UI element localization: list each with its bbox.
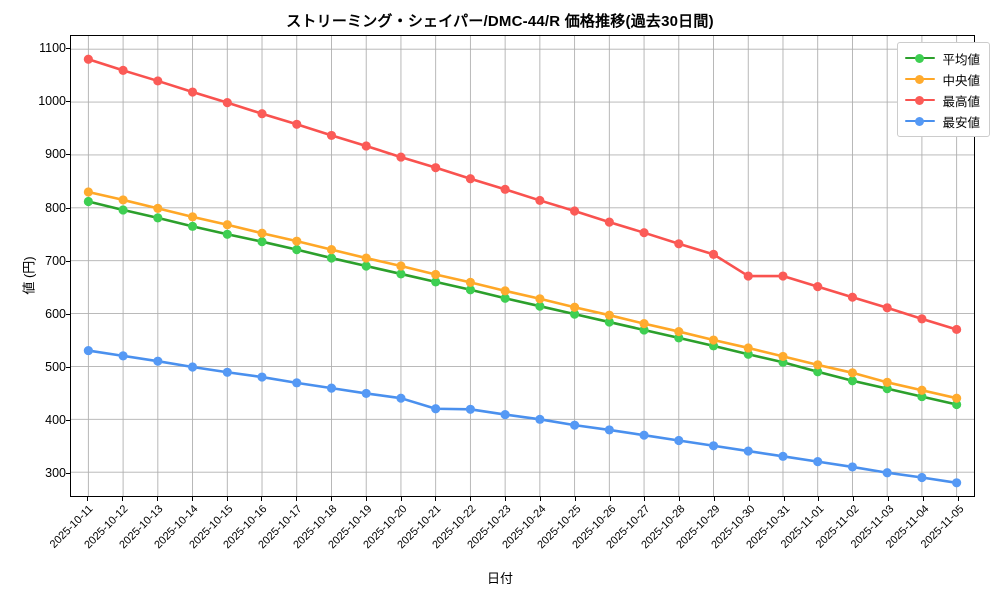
y-tick-mark [66, 473, 70, 475]
x-tick-mark [748, 497, 750, 501]
legend-label: 最安値 [942, 115, 980, 130]
x-tick-mark [505, 497, 507, 501]
legend-item[interactable]: 中央値 [905, 70, 980, 88]
y-tick-mark [66, 366, 70, 368]
y-tick-mark [66, 207, 70, 209]
y-tick-mark [66, 420, 70, 421]
x-tick-mark [818, 497, 820, 501]
legend-swatch-icon [905, 94, 936, 106]
plot-area [70, 35, 975, 497]
x-tick-mark [574, 497, 576, 501]
y-tick-mark [66, 101, 70, 103]
x-tick-mark [365, 497, 367, 501]
x-tick-mark [435, 497, 437, 501]
x-tick-mark [957, 497, 959, 501]
x-tick-mark [783, 497, 785, 501]
y-tick-label: 1000 [38, 94, 66, 109]
grid-lines [71, 36, 974, 496]
legend-item[interactable]: 最安値 [905, 112, 980, 130]
y-tick-label: 400 [45, 413, 66, 427]
data-series-layer [83, 54, 962, 488]
legend-swatch-icon [905, 73, 936, 85]
y-tick-label: 800 [45, 200, 66, 215]
x-tick-mark [713, 497, 715, 501]
legend-label: 最高値 [942, 94, 980, 109]
x-tick-mark [122, 497, 124, 501]
x-tick-mark [470, 497, 472, 501]
x-tick-mark [400, 497, 402, 501]
x-tick-mark [853, 497, 855, 501]
y-tick-mark [66, 313, 70, 315]
chart-title: ストリーミング・シェイパー/DMC-44/R 価格推移(過去30日間) [286, 13, 714, 30]
x-tick-mark [679, 497, 681, 501]
x-tick-mark [331, 497, 333, 501]
x-tick-mark [191, 497, 193, 501]
legend-label: 中央値 [942, 73, 980, 88]
y-tick-label: 1100 [39, 41, 66, 56]
y-tick-label: 600 [45, 306, 66, 321]
x-tick-mark [609, 497, 611, 501]
y-tick-label: 900 [45, 147, 66, 162]
x-tick-mark [539, 497, 541, 501]
y-tick-label: 300 [45, 466, 66, 481]
y-tick-mark [66, 154, 70, 156]
legend-item[interactable]: 最高値 [905, 91, 980, 109]
legend-swatch-icon [905, 115, 936, 127]
chart-legend: 平均値中央値最高値最安値 [897, 42, 990, 137]
y-tick-mark [66, 48, 70, 50]
x-axis-label: 日付 [486, 571, 513, 586]
legend-swatch-icon [905, 52, 936, 64]
x-tick-mark [644, 497, 646, 501]
x-tick-mark [226, 497, 228, 501]
legend-item[interactable]: 平均値 [905, 49, 980, 67]
x-tick-mark [296, 497, 298, 501]
x-tick-mark [157, 497, 159, 501]
x-tick-mark [87, 497, 89, 501]
y-tick-label: 500 [45, 359, 66, 374]
legend-label: 平均値 [942, 52, 980, 67]
x-tick-mark [922, 497, 924, 501]
y-tick-mark [66, 260, 70, 262]
x-tick-mark [261, 497, 263, 501]
y-tick-label: 700 [45, 253, 66, 268]
x-tick-mark [887, 497, 889, 501]
